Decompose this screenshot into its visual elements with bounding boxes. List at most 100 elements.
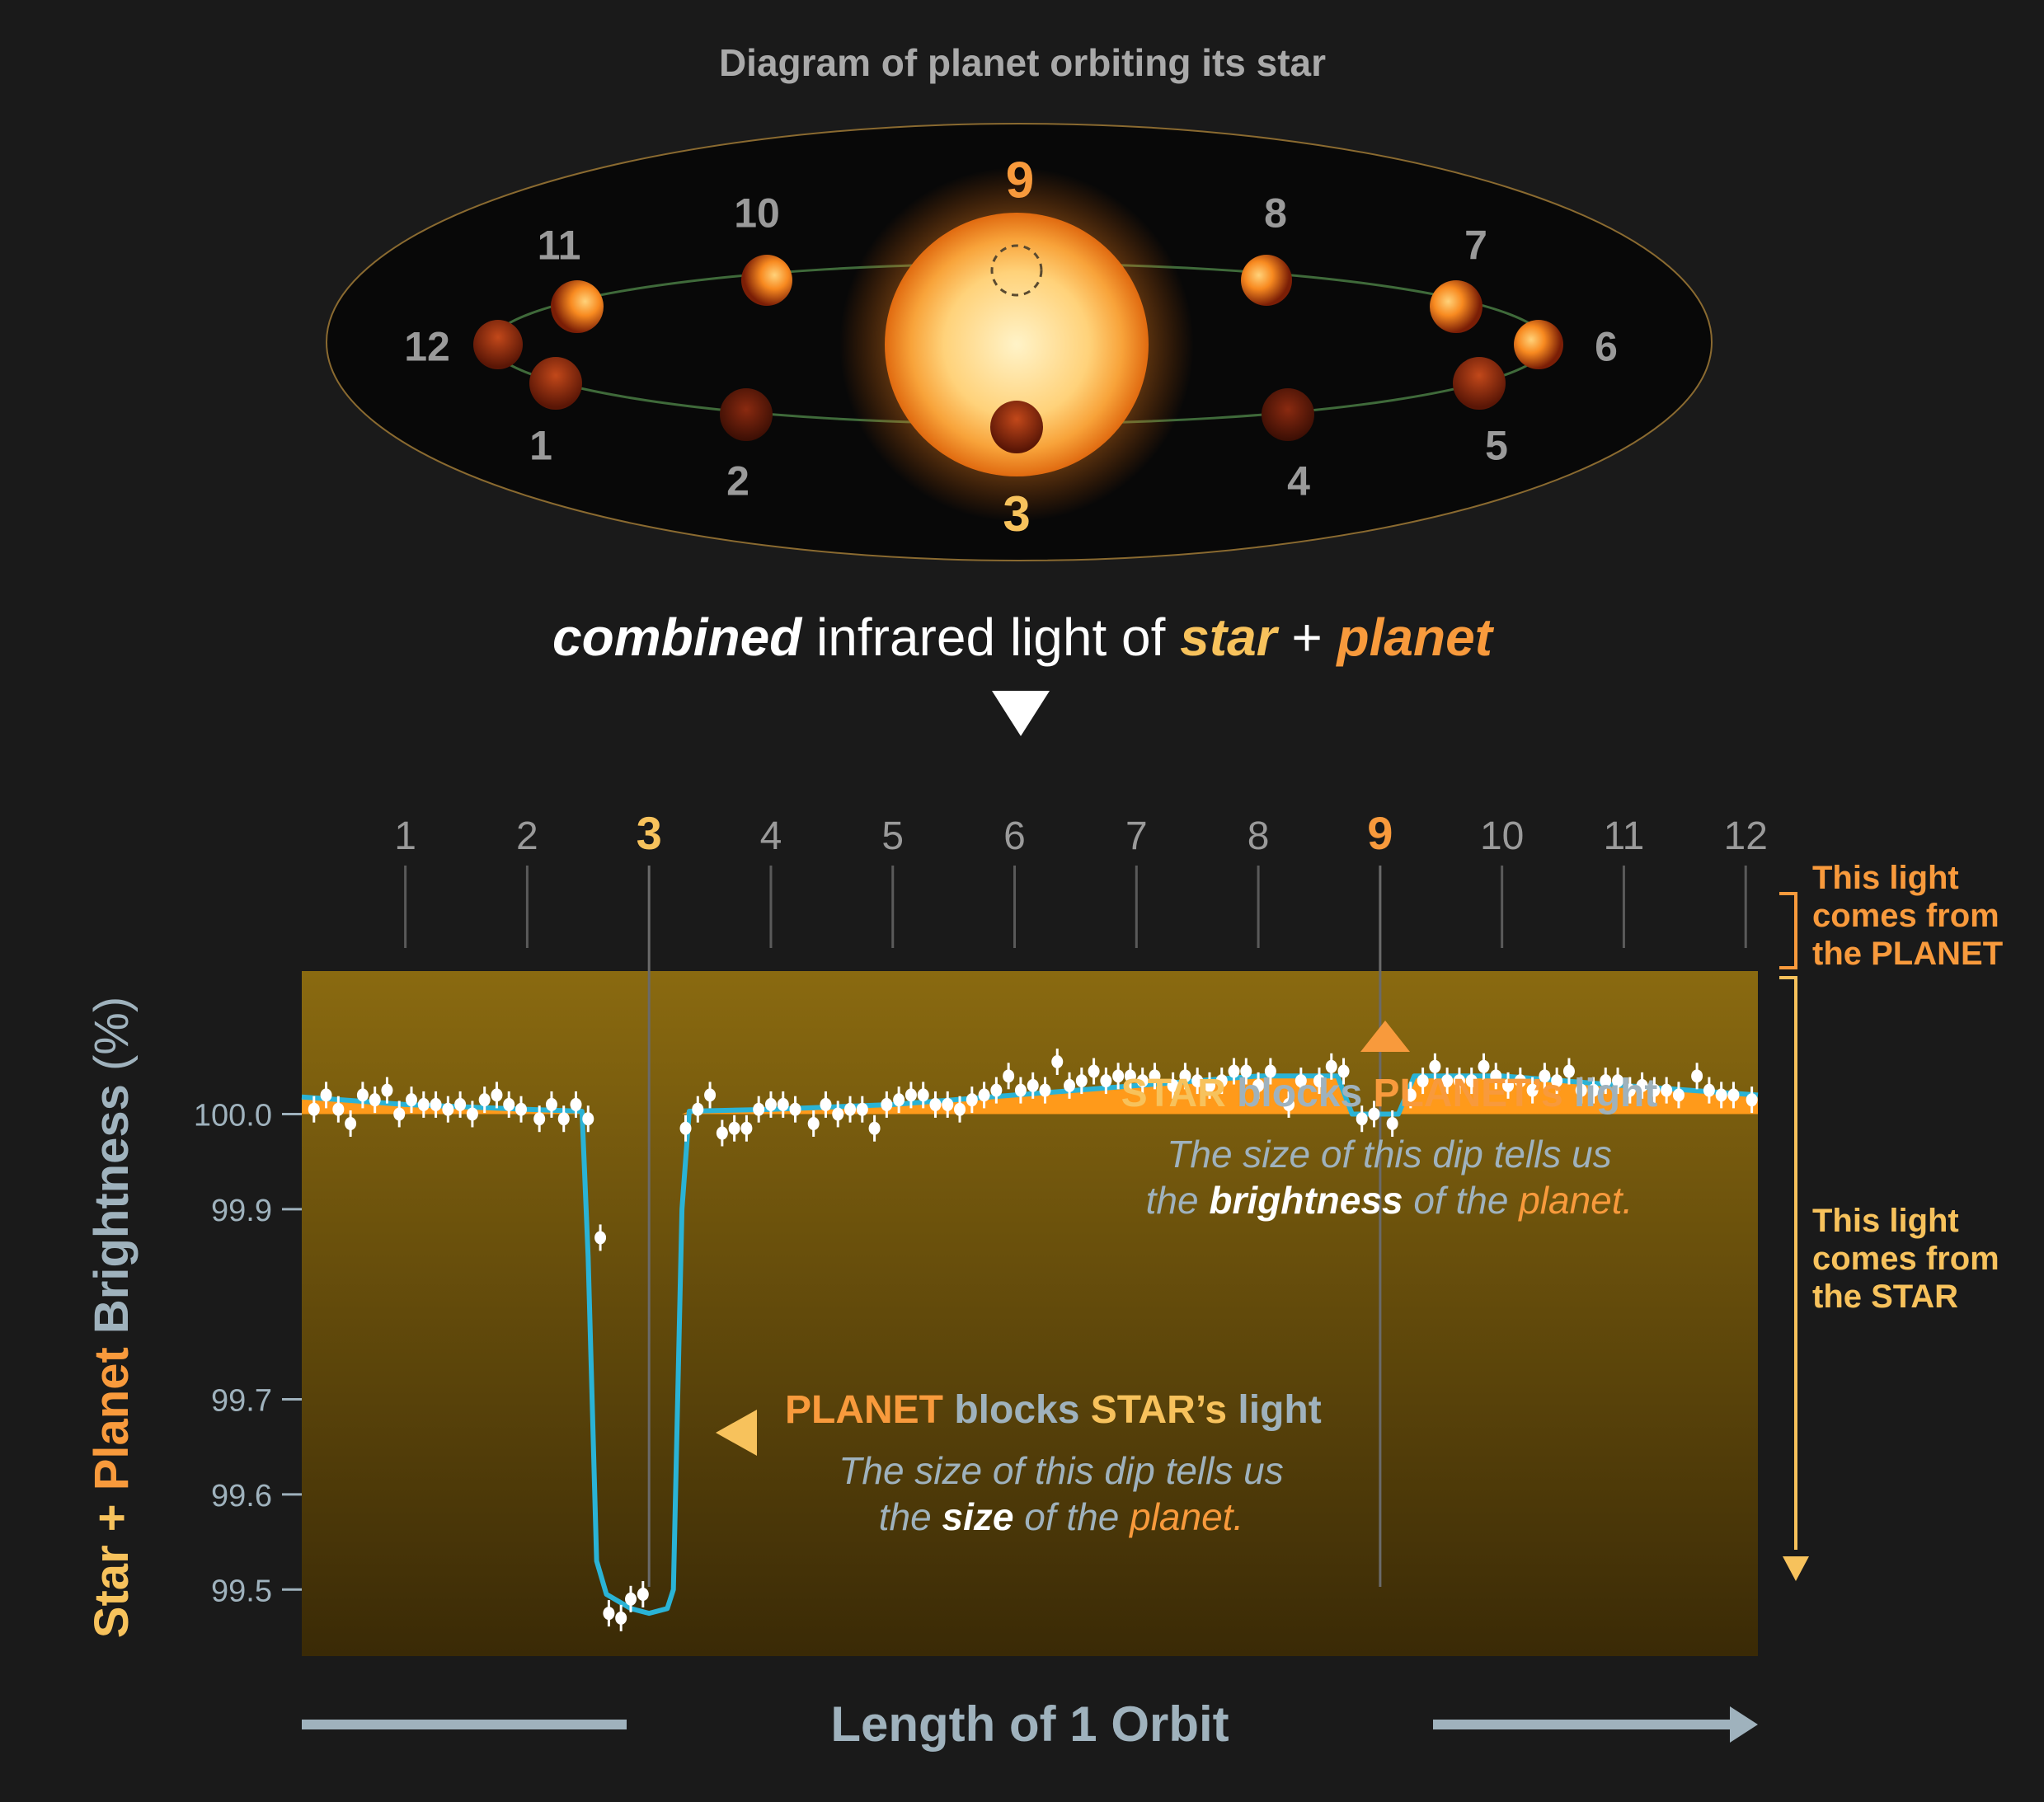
diagram-label-11: 11: [538, 223, 581, 269]
data-point: [1295, 1074, 1307, 1088]
diagram-label-10: 10: [734, 190, 780, 237]
data-point: [442, 1102, 454, 1116]
data-point: [844, 1102, 857, 1116]
data-point: [503, 1097, 515, 1111]
planet-position-12: [473, 320, 523, 369]
data-point: [1149, 1069, 1161, 1083]
data-point: [454, 1097, 467, 1111]
data-point: [557, 1112, 570, 1126]
caption-infrared: infrared light of: [801, 608, 1180, 667]
top-tick-label-3: 3: [637, 807, 662, 859]
data-point: [1514, 1074, 1526, 1088]
data-point: [1100, 1074, 1112, 1088]
data-point: [1526, 1083, 1539, 1097]
data-point: [1167, 1078, 1179, 1092]
planet-position-1: [529, 357, 582, 410]
data-point: [1465, 1074, 1478, 1088]
y-tick-label: 100.0: [194, 1098, 272, 1133]
up-triangle-icon: [1360, 1021, 1410, 1052]
planet-positions: [473, 255, 1563, 453]
data-point: [570, 1097, 582, 1111]
data-point: [1313, 1074, 1325, 1088]
left-triangle-icon: [716, 1410, 757, 1456]
data-point: [594, 1231, 607, 1245]
diagram-label-9: 9: [1006, 153, 1034, 209]
data-point: [978, 1088, 990, 1102]
top-tick-label-5: 5: [881, 814, 904, 858]
secondary-eclipse-line2: the brightness of the planet.: [1146, 1179, 1633, 1222]
top-tick-label-1: 1: [394, 814, 416, 858]
data-point: [1064, 1078, 1076, 1092]
diagram-label-8: 8: [1264, 190, 1287, 237]
data-point: [1441, 1074, 1454, 1088]
data-point: [1386, 1117, 1398, 1130]
data-point: [1051, 1055, 1064, 1069]
data-point: [1661, 1083, 1673, 1097]
data-point: [625, 1592, 637, 1606]
data-point: [1039, 1083, 1051, 1097]
caption-combined: combined: [552, 608, 803, 667]
secondary-eclipse-line1: The size of this dip tells us: [1167, 1133, 1611, 1176]
top-tick-label-7: 7: [1125, 814, 1148, 858]
data-point: [716, 1126, 728, 1140]
data-point: [789, 1102, 801, 1116]
y-tick-label: 99.6: [211, 1479, 272, 1513]
star-light-label: This light comes from the STAR: [1812, 1203, 2009, 1315]
data-point: [753, 1102, 765, 1116]
data-point: [1672, 1088, 1685, 1102]
caption-star: star: [1180, 608, 1280, 667]
top-tick-label-8: 8: [1248, 814, 1270, 858]
top-tick-marks: 1 2 3 4 5 6 7 8 9 10 11 12: [394, 807, 1768, 1587]
data-point: [966, 1093, 978, 1107]
planet-position-4: [1262, 388, 1314, 441]
data-point: [893, 1093, 905, 1107]
y-axis-ticks: 100.0 99.9 99.7 99.6 99.5: [194, 1098, 302, 1608]
data-point: [1124, 1069, 1136, 1083]
planet-position-6: [1514, 320, 1563, 369]
data-point: [1691, 1069, 1703, 1083]
planet-light-label: This light comes from the PLANET: [1812, 860, 2009, 972]
data-point: [1727, 1088, 1740, 1102]
data-point: [356, 1088, 369, 1102]
data-point: [692, 1102, 704, 1116]
star-light-bracket: [1779, 976, 1797, 1550]
y-axis-label: Star + Planet Brightness (%): [85, 997, 139, 1638]
data-point: [1562, 1064, 1575, 1078]
diagram-label-4: 4: [1287, 458, 1310, 504]
data-point: [1283, 1097, 1295, 1111]
data-point: [905, 1088, 917, 1102]
data-point: [807, 1117, 820, 1130]
top-tick-label-4: 4: [760, 814, 782, 858]
data-point: [369, 1093, 381, 1107]
data-point: [1252, 1078, 1265, 1092]
y-tick-label: 99.9: [211, 1194, 272, 1228]
data-point: [466, 1107, 478, 1121]
data-point: [1325, 1059, 1337, 1073]
data-point: [1551, 1074, 1563, 1088]
light-curve-chart: 1 2 3 4 5 6 7 8 9 10 11 12 100.099.999.799.699.5: [194, 807, 1768, 1656]
top-tick-label-9: 9: [1367, 807, 1393, 859]
data-point: [320, 1088, 332, 1102]
diagram-label-2: 2: [726, 458, 749, 504]
data-point: [1429, 1059, 1441, 1073]
data-point: [1264, 1064, 1276, 1078]
diagram-label-5: 5: [1485, 423, 1508, 469]
planet-position-2: [720, 388, 773, 441]
data-point: [406, 1093, 418, 1107]
planet-position-7: [1430, 280, 1482, 333]
data-point: [1715, 1088, 1727, 1102]
data-point: [345, 1117, 357, 1130]
data-point: [1368, 1107, 1380, 1121]
caption: combined infrared light of star + planet: [552, 608, 1495, 667]
data-point: [704, 1088, 717, 1102]
diagram-label-3: 3: [1003, 486, 1030, 542]
transit-line1: The size of this dip tells us: [839, 1449, 1283, 1492]
data-point: [1203, 1078, 1215, 1092]
planet-position-5: [1453, 357, 1506, 410]
data-point: [1088, 1064, 1100, 1078]
diagram-label-6: 6: [1595, 324, 1618, 370]
y-tick-label: 99.5: [211, 1574, 272, 1608]
diagram-label-12: 12: [404, 324, 450, 370]
